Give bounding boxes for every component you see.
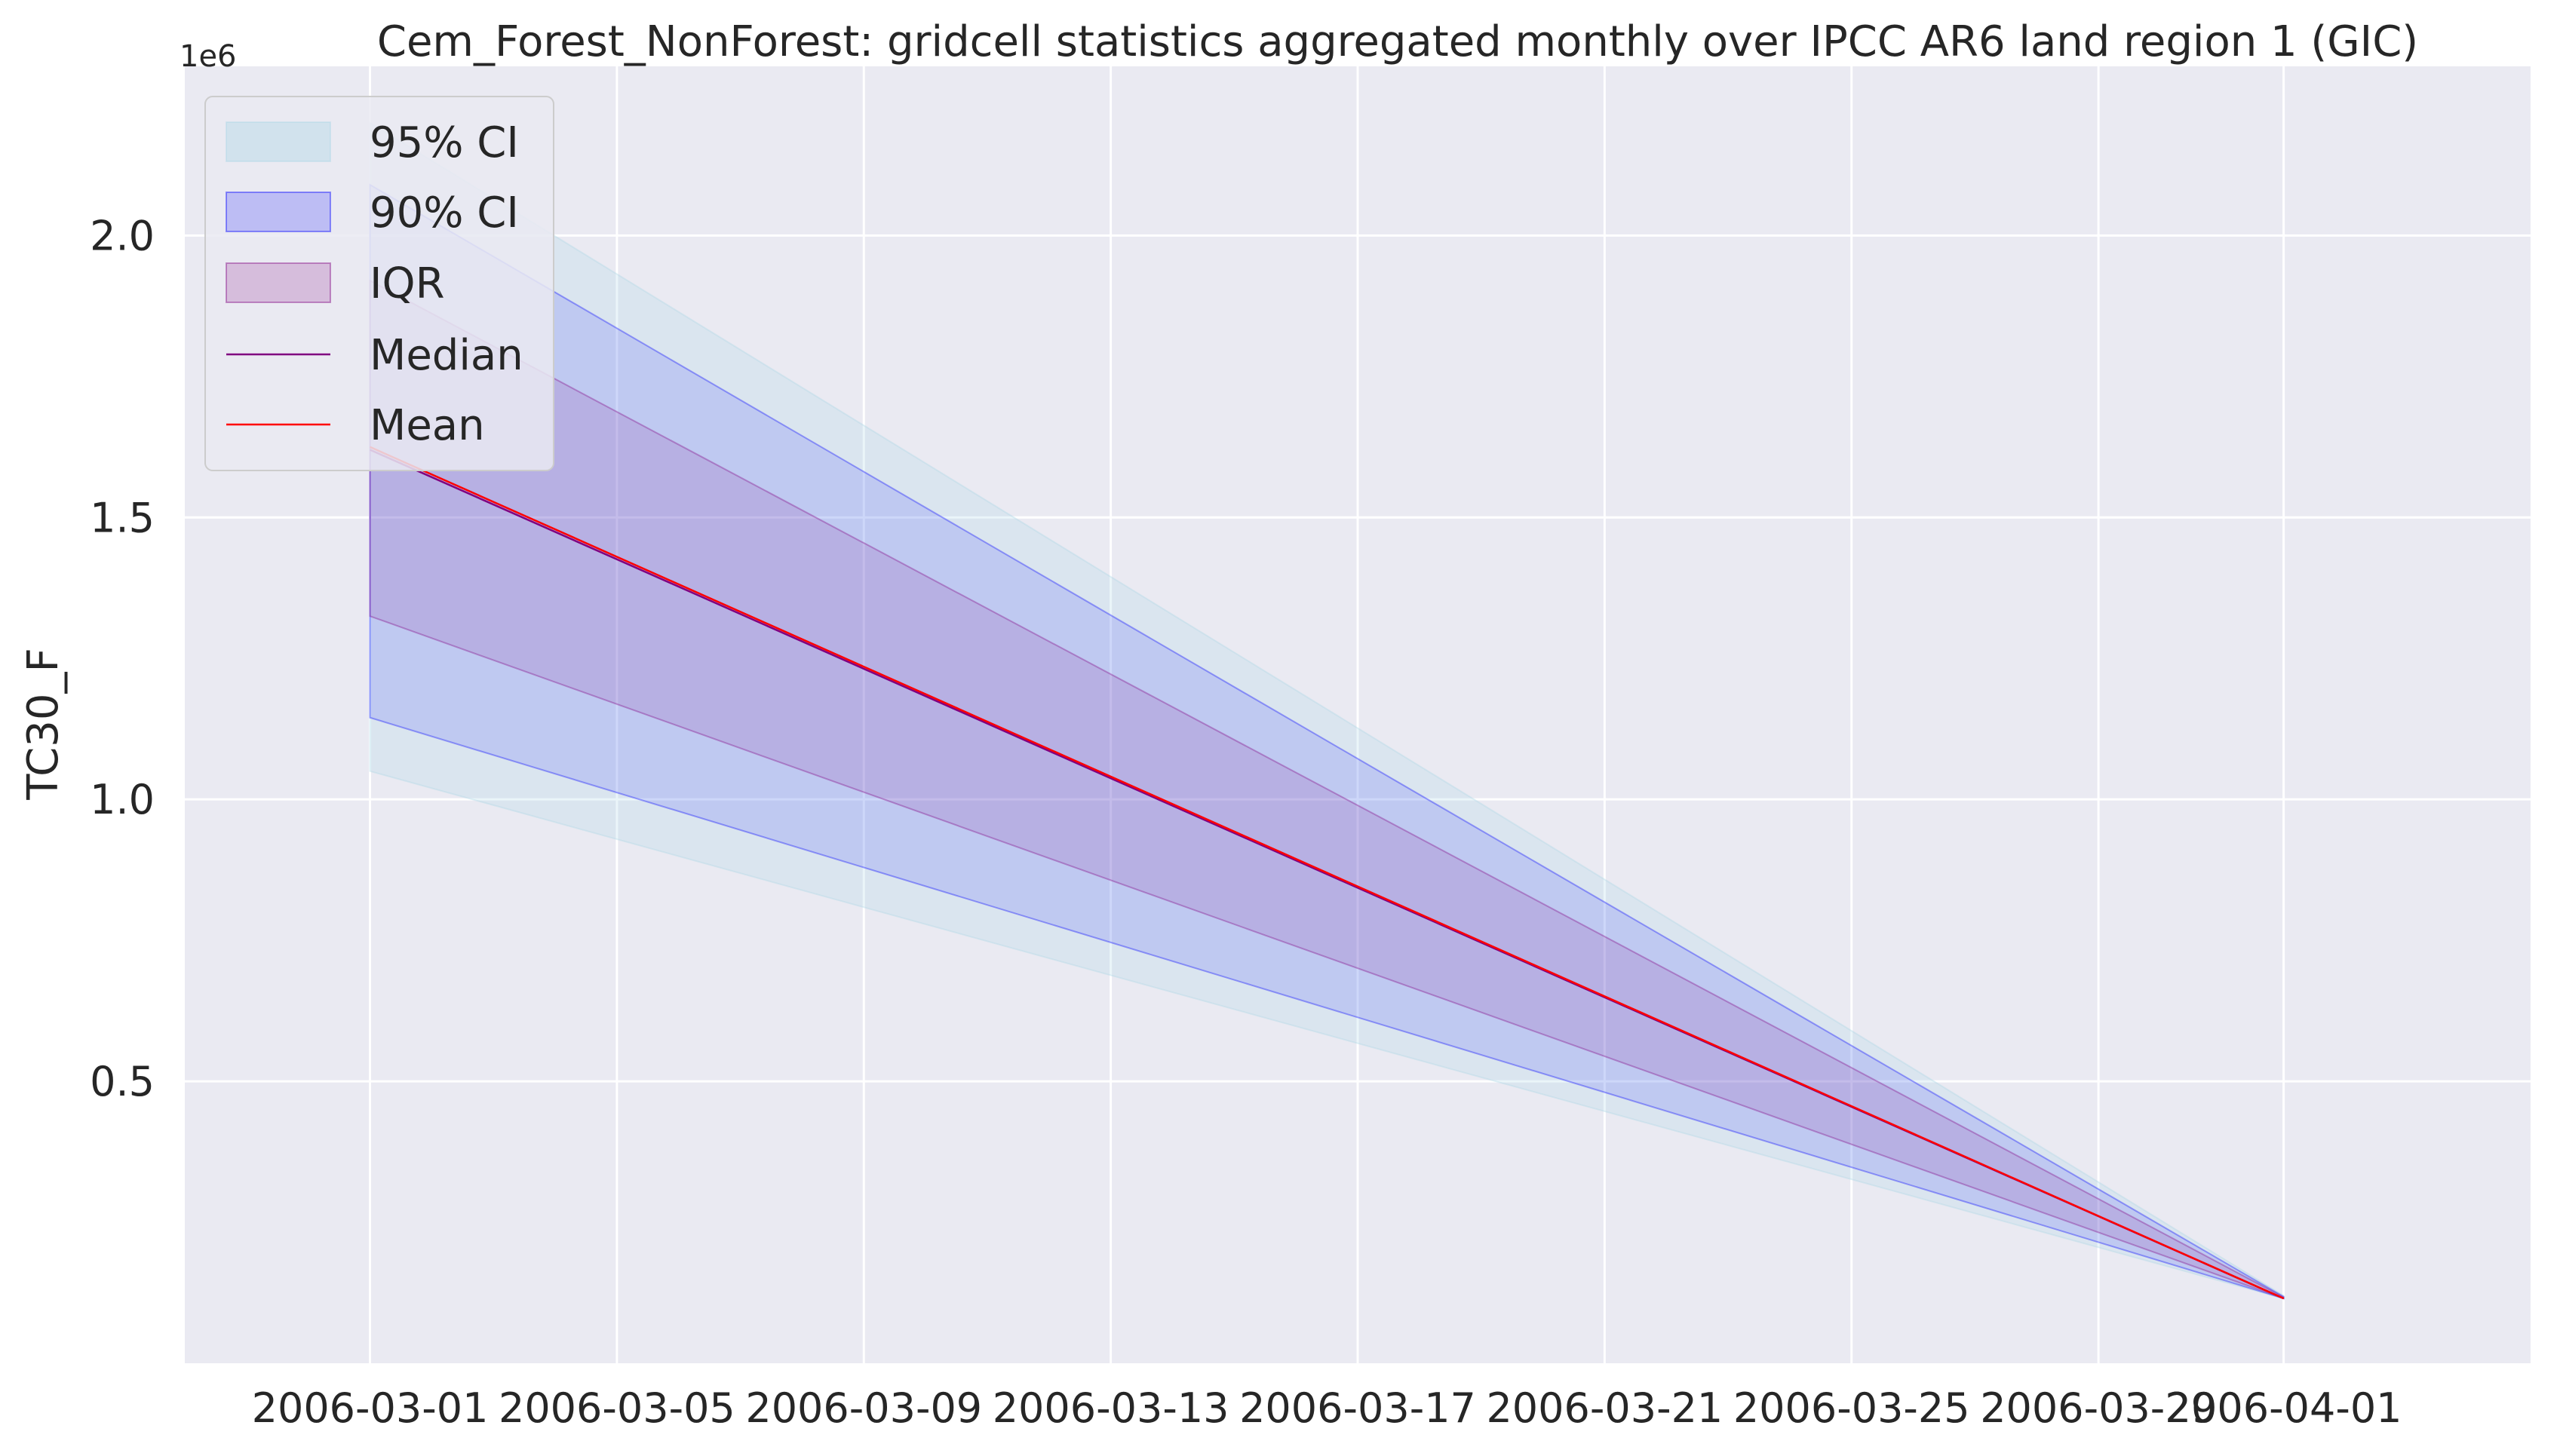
y-tick-label: 1.5: [90, 494, 155, 541]
x-tick-label: 2006-03-13: [993, 1384, 1229, 1432]
tick-labels: 2006-03-01 2006-03-05 2006-03-09 2006-03-13…: [90, 212, 2402, 1432]
legend-swatch: [226, 262, 331, 303]
confidence-bands: [369, 121, 2285, 1300]
y-tick-label: 2.0: [90, 212, 155, 259]
legend-label: IQR: [370, 259, 445, 308]
x-tick-label: 2006-03-21: [1486, 1384, 1723, 1432]
legend-swatch: [226, 192, 331, 232]
x-tick-label: 2006-03-17: [1239, 1384, 1476, 1432]
series-line-mean: [370, 446, 2285, 1300]
legend-box: [204, 96, 554, 471]
series-lines: [370, 446, 2285, 1300]
legend-label: Mean: [370, 401, 485, 450]
grid-lines: [185, 66, 2531, 1363]
y-axis-label: TC30_F: [19, 648, 68, 801]
x-tick-label: 2006-04-01: [2166, 1384, 2402, 1432]
y-offset-label: 1e6: [180, 39, 237, 74]
legend: 95% CI 90% CI IQR Median Mean: [204, 96, 554, 471]
x-tick-label: 2006-03-05: [499, 1384, 735, 1432]
y-tick-label: 1.0: [90, 776, 155, 823]
legend-swatch: [226, 121, 331, 162]
x-tick-label: 2006-03-01: [252, 1384, 489, 1432]
legend-label: 95% CI: [370, 118, 519, 167]
legend-label: Median: [370, 331, 523, 380]
chart-title: Cem_Forest_NonForest: gridcell statistic…: [377, 17, 2418, 66]
legend-label: 90% CI: [370, 189, 519, 238]
x-tick-label: 2006-03-09: [745, 1384, 982, 1432]
x-tick-label: 2006-03-29: [1980, 1384, 2217, 1432]
y-tick-label: 0.5: [90, 1058, 155, 1105]
x-tick-label: 2006-03-25: [1733, 1384, 1970, 1432]
